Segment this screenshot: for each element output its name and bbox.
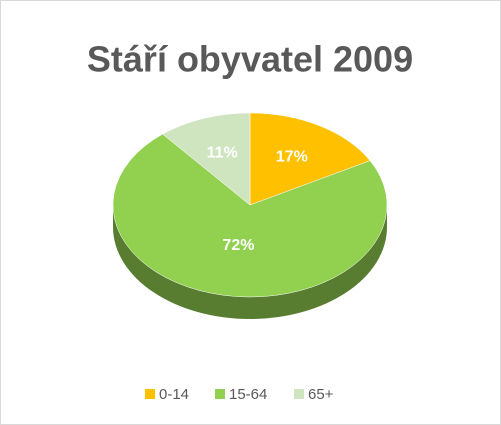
pie-slice — [249, 112, 371, 206]
data-label: 11% — [207, 144, 238, 161]
legend-label: 65+ — [308, 386, 334, 403]
pie-slice — [112, 133, 388, 298]
chart-title: Stáří obyvatel 2009 — [87, 39, 413, 80]
legend: 0-14 15-64 65+ — [145, 386, 334, 403]
legend-swatch — [294, 389, 304, 399]
data-label: 17% — [276, 149, 308, 166]
legend-swatch — [145, 389, 155, 399]
legend-label: 15-64 — [229, 386, 267, 403]
legend-swatch — [215, 389, 225, 399]
legend-label: 0-14 — [159, 386, 189, 403]
pie: 17% 72% 11% — [112, 112, 388, 319]
data-label: 72% — [222, 237, 254, 254]
pie-slice — [162, 112, 251, 206]
